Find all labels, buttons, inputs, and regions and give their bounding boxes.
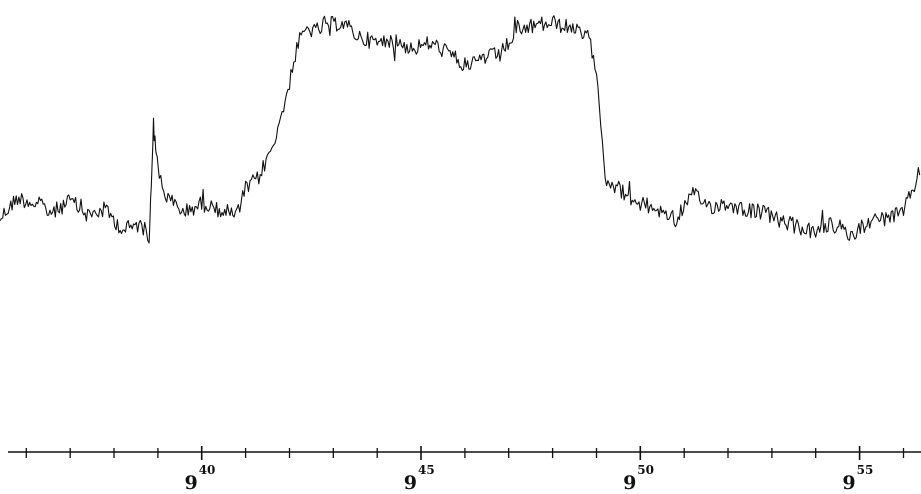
x-tick-label-hour: 9 <box>404 472 417 494</box>
x-tick-label-minutes: 50 <box>637 463 654 477</box>
x-tick-label-minutes: 40 <box>199 463 216 477</box>
signal-trace-group <box>0 15 921 244</box>
x-tick-label-hour: 9 <box>842 472 855 494</box>
x-tick-label-hour: 9 <box>623 472 636 494</box>
signal-trace-line <box>0 15 921 244</box>
x-tick-label-minutes: 45 <box>418 463 435 477</box>
x-tick-label-hour: 9 <box>184 472 197 494</box>
x-tick-label-minutes: 55 <box>857 463 874 477</box>
